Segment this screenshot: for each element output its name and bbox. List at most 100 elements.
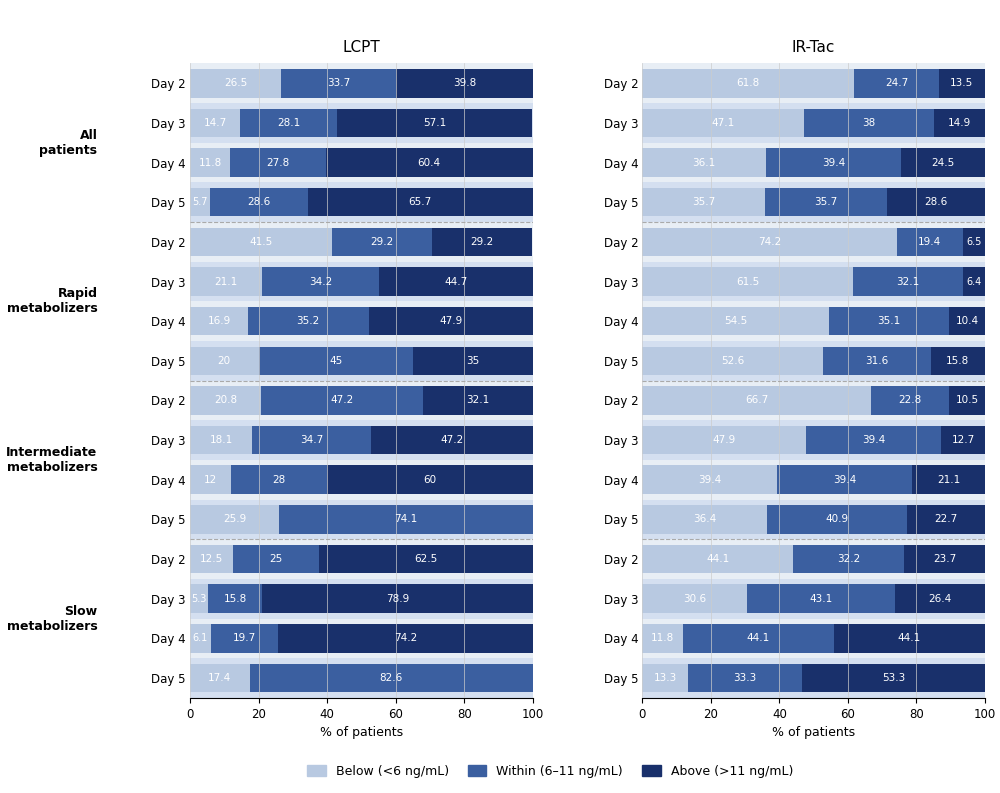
Bar [854, 69, 939, 98]
Bar [642, 465, 777, 494]
Text: 19.7: 19.7 [233, 634, 256, 643]
Text: 44.1: 44.1 [747, 634, 770, 643]
Bar [190, 148, 230, 177]
Bar [190, 584, 208, 613]
Bar [379, 267, 533, 296]
Text: 36.1: 36.1 [693, 158, 716, 167]
Bar [190, 658, 533, 698]
Bar [642, 267, 853, 296]
Bar [642, 539, 985, 579]
Text: 18.1: 18.1 [209, 435, 233, 445]
Text: 33.3: 33.3 [733, 673, 757, 683]
Bar [642, 143, 985, 182]
Text: 53.3: 53.3 [882, 673, 905, 683]
Bar [904, 545, 985, 573]
Bar [337, 109, 532, 137]
Text: 29.2: 29.2 [471, 237, 494, 247]
Text: 13.3: 13.3 [653, 673, 677, 683]
Bar [262, 267, 379, 296]
Text: 28.6: 28.6 [247, 197, 270, 207]
Text: 32.1: 32.1 [466, 396, 490, 405]
Bar [190, 228, 332, 256]
Bar [642, 619, 985, 658]
Text: 35: 35 [466, 356, 479, 366]
Bar [642, 109, 804, 137]
Bar [939, 69, 985, 98]
Bar [281, 69, 396, 98]
Bar [642, 426, 806, 454]
Bar [802, 664, 985, 692]
Bar [642, 347, 823, 375]
Bar [190, 460, 533, 500]
Bar [642, 420, 985, 460]
Text: 29.2: 29.2 [371, 237, 394, 247]
Bar [240, 109, 337, 137]
Text: 26.5: 26.5 [224, 79, 247, 88]
Text: 40.9: 40.9 [826, 515, 849, 524]
Text: 41.5: 41.5 [249, 237, 273, 247]
Text: 35.7: 35.7 [814, 197, 837, 207]
Text: 74.2: 74.2 [758, 237, 781, 247]
Text: 47.2: 47.2 [331, 396, 354, 405]
Text: 61.5: 61.5 [736, 277, 759, 286]
Text: 11.8: 11.8 [651, 634, 674, 643]
Text: 44.1: 44.1 [898, 634, 921, 643]
Bar [642, 188, 765, 216]
Bar [190, 109, 240, 137]
Bar [231, 465, 327, 494]
Text: 28.6: 28.6 [924, 197, 948, 207]
Bar [887, 188, 985, 216]
Text: 82.6: 82.6 [380, 673, 403, 683]
Text: 6.5: 6.5 [967, 237, 982, 247]
Text: 34.7: 34.7 [300, 435, 323, 445]
Text: 35.2: 35.2 [297, 316, 320, 326]
Bar [897, 228, 963, 256]
Bar [208, 584, 262, 613]
Bar [949, 386, 985, 415]
Bar [766, 148, 901, 177]
Text: Rapid
metabolizers: Rapid metabolizers [7, 287, 97, 316]
Bar [190, 619, 533, 658]
Bar [963, 228, 985, 256]
Text: 47.9: 47.9 [439, 316, 462, 326]
Bar [190, 307, 248, 335]
Text: 43.1: 43.1 [809, 594, 833, 603]
Text: 33.7: 33.7 [327, 79, 350, 88]
Text: 17.4: 17.4 [208, 673, 231, 683]
Bar [190, 69, 281, 98]
Bar [907, 505, 985, 534]
Text: 14.7: 14.7 [204, 118, 227, 128]
Bar [642, 148, 766, 177]
Bar [642, 69, 854, 98]
Text: 10.5: 10.5 [955, 396, 979, 405]
Text: 61.8: 61.8 [737, 79, 760, 88]
Text: 25: 25 [269, 554, 282, 564]
Text: 62.5: 62.5 [414, 554, 437, 564]
Text: 11.8: 11.8 [199, 158, 222, 167]
Text: 74.2: 74.2 [394, 634, 417, 643]
Bar [369, 307, 533, 335]
Bar [327, 465, 533, 494]
Bar [642, 307, 829, 335]
Title: IR-Tac: IR-Tac [792, 40, 835, 56]
Bar [642, 584, 747, 613]
Bar [190, 386, 261, 415]
Text: 23.7: 23.7 [933, 554, 956, 564]
Bar [190, 381, 533, 420]
Bar [853, 267, 963, 296]
Bar [642, 386, 871, 415]
Text: 47.2: 47.2 [440, 435, 463, 445]
Bar [642, 341, 985, 381]
Text: 15.8: 15.8 [946, 356, 970, 366]
Text: 24.5: 24.5 [931, 158, 955, 167]
Text: 28: 28 [272, 475, 286, 485]
Bar [871, 386, 949, 415]
Text: 78.9: 78.9 [386, 594, 409, 603]
Text: 65.7: 65.7 [408, 197, 432, 207]
Bar [211, 624, 278, 653]
Text: 28.1: 28.1 [277, 118, 300, 128]
Text: 22.7: 22.7 [934, 515, 958, 524]
Text: 5.3: 5.3 [191, 594, 207, 603]
Bar [250, 664, 533, 692]
Bar [642, 103, 985, 143]
